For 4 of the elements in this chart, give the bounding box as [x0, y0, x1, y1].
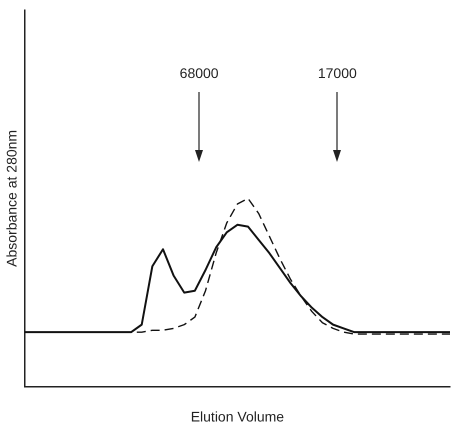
text: 68000	[180, 65, 219, 81]
text: 17000	[318, 65, 357, 81]
y-axis-title: Absorbance at 280nm	[3, 130, 20, 267]
x-axis-title: Elution Volume	[190, 408, 284, 424]
